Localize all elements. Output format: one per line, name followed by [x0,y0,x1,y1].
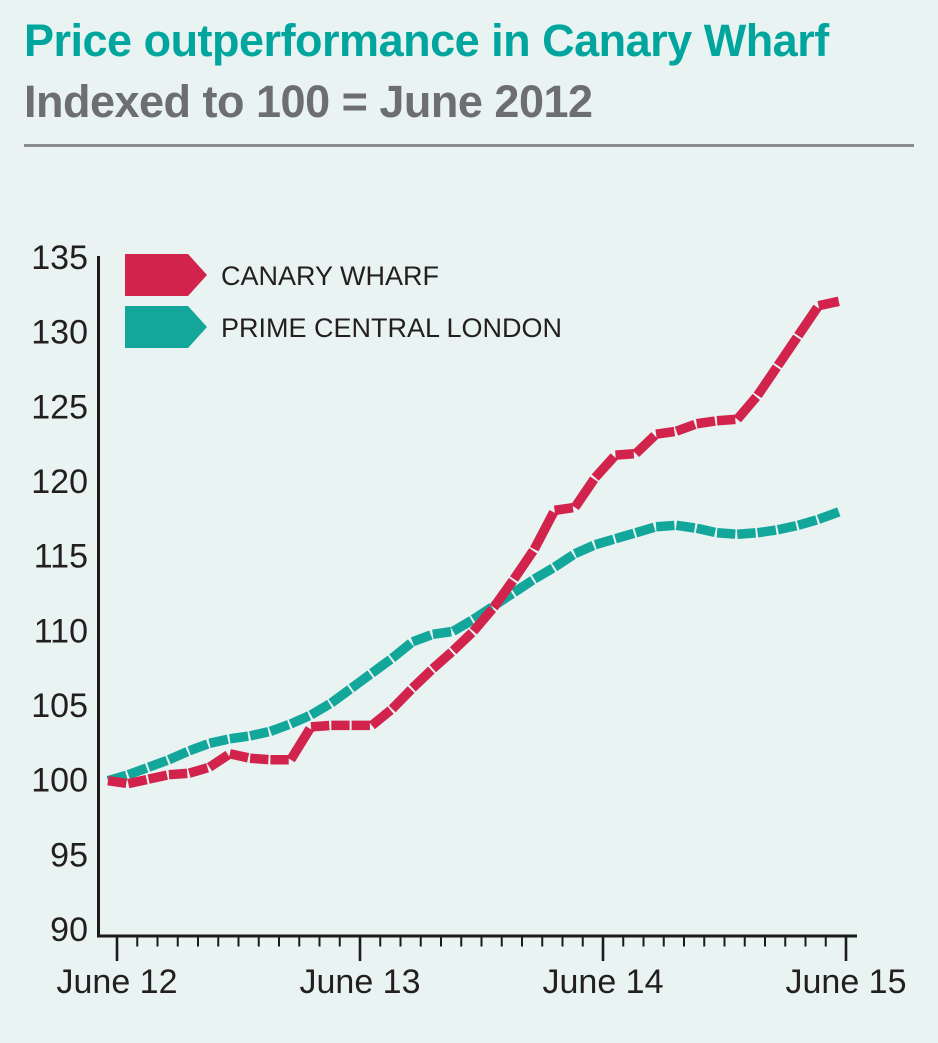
line-segment [796,515,818,530]
chart-header: Price outperformance in Canary Wharf Ind… [0,0,938,132]
line-segment [146,755,169,772]
line-segment [591,453,618,481]
line-segment [368,706,394,730]
line-segment [756,525,777,538]
line-segment [489,577,517,611]
series-canary-wharf [107,296,840,789]
line-segment [268,720,291,736]
line-segment [570,476,599,511]
line-segment [206,750,231,772]
y-axis-labels: 90 95 100 105 110 115 120 125 130 135 [31,239,88,949]
line-segment [432,626,452,640]
y-tick-label: 90 [50,911,88,949]
series-prime-central-london [106,507,841,786]
line-segment [249,727,270,741]
line-segment [615,449,635,460]
x-tick-label: June 15 [786,963,907,1001]
line-segment [308,699,332,720]
y-tick-label: 130 [31,314,88,352]
line-segment [249,753,269,765]
x-tick-label: June 13 [300,963,421,1001]
line-segment [816,507,841,524]
line-segment [553,502,574,516]
line-segment [794,304,822,339]
line-segment [753,364,781,399]
line-segment [147,770,168,784]
line-segment [208,734,229,748]
line-segment [409,666,435,692]
line-segment [696,416,716,429]
line-segment [389,639,414,662]
line-segment [674,419,697,436]
line-segment [572,541,596,559]
line-segment [450,616,475,636]
line-segment [126,763,149,780]
line-segment [655,426,676,439]
line-segment [228,749,250,763]
page-subtitle: Indexed to 100 = June 2012 [24,76,593,128]
line-segment [716,414,736,426]
y-tick-label: 105 [31,687,88,725]
line-segment [127,774,148,789]
line-segment [107,775,128,789]
legend-label: CANARY WHARF [221,261,439,291]
line-segment [328,685,353,707]
line-segment [369,655,394,677]
line-segment [511,576,536,597]
line-segment [733,393,760,423]
line-segment [168,768,188,780]
line-segment [229,731,249,744]
line-segment [695,523,717,537]
x-axis-labels: June 12 June 13 June 14 June 15 [57,963,907,1001]
page-title-block: Price outperformance in Canary Wharf Ind… [24,10,914,132]
line-segment [593,534,615,550]
y-tick-label: 110 [34,612,88,650]
line-segment [388,686,415,713]
y-tick-label: 100 [31,762,88,800]
title-divider [24,144,914,148]
y-tick-label: 115 [34,538,88,576]
y-tick-label: 95 [50,836,88,874]
line-segment [531,564,556,584]
line-segment [716,528,736,539]
x-tick-label: June 12 [57,963,178,1001]
line-segment [776,521,798,535]
line-segment [288,711,312,729]
line-segment [634,522,656,538]
legend-label: PRIME CENTRAL LONDON [221,313,562,343]
line-segment [187,739,210,756]
line-segment [736,528,756,539]
line-segment [449,629,476,655]
x-tick-label: June 14 [543,963,664,1001]
line-segment [429,648,455,673]
line-segment [614,528,636,544]
line-segment [187,763,209,778]
line-segment [632,432,658,458]
line-segment [551,550,576,572]
line-segment [655,520,675,532]
line-segment [166,747,190,765]
y-tick-label: 120 [31,463,88,501]
legend-arrow-swatch [125,254,207,296]
legend-arrow-swatch [125,306,207,348]
line-segment [817,296,840,311]
axes [97,256,857,961]
y-tick-label: 125 [31,388,88,426]
line-segment [469,605,497,635]
legend: CANARY WHARF PRIME CENTRAL LONDON [125,254,562,348]
line-segment [348,670,374,692]
y-tick-label: 135 [31,239,88,277]
line-segment [530,509,558,552]
line-segment [410,630,433,647]
line-segment [310,720,330,732]
line-segment [510,548,538,582]
line-segment [286,726,314,763]
page-title: Price outperformance in Canary Wharf [24,15,829,66]
line-segment [675,520,696,533]
line-segment [773,334,802,369]
